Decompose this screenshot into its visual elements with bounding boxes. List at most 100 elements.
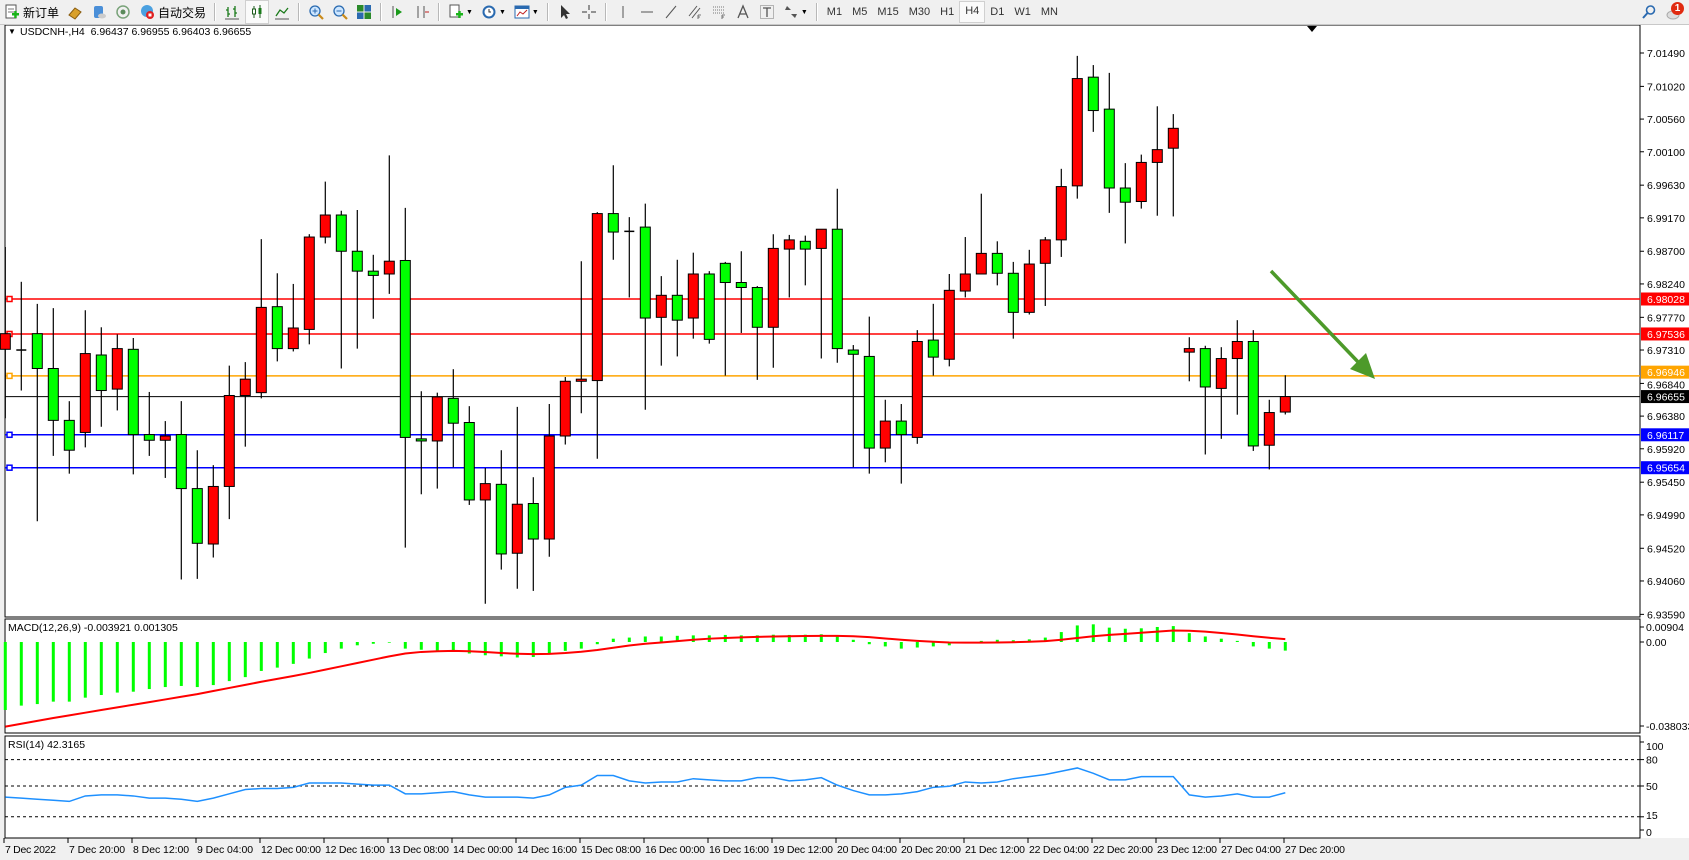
price-axis-label: 6.95450: [1647, 477, 1685, 489]
line-chart-button[interactable]: [271, 1, 293, 23]
level-price-label: 6.96117: [1647, 430, 1684, 442]
down-arrow-annotation: [1269, 269, 1362, 366]
candle-body: [287, 327, 299, 350]
bar-chart-button[interactable]: [221, 1, 243, 23]
candle-body: [223, 394, 235, 487]
horizontal-line-tool[interactable]: [636, 1, 658, 23]
level-price-tag: [1641, 327, 1689, 341]
zoom-out-icon: [333, 5, 348, 20]
level-anchor-handle: [6, 431, 13, 439]
time-axis-label: 13 Dec 08:00: [389, 844, 449, 856]
timeframe-h4[interactable]: H4: [959, 1, 986, 23]
candle-body: [207, 485, 219, 545]
time-axis-label: 8 Dec 12:00: [133, 844, 189, 856]
price-axis-label: 6.94990: [1647, 510, 1685, 522]
templates-button[interactable]: ▼: [511, 1, 542, 23]
price-axis-label: 6.97770: [1647, 312, 1685, 324]
auto-scroll-button[interactable]: [387, 1, 409, 23]
candle-body: [847, 349, 859, 355]
macd-axis-label: 0.00: [1646, 637, 1667, 649]
candle-body: [559, 380, 571, 437]
horizontal-line-icon: [640, 11, 653, 13]
timeframe-w1[interactable]: W1: [1014, 6, 1031, 18]
text-tool[interactable]: [732, 1, 754, 23]
level-price-label: 6.95654: [1647, 463, 1685, 475]
indicators-button[interactable]: ▼: [445, 1, 476, 23]
clock-icon: [482, 5, 496, 19]
new-order-button[interactable]: 新订单: [1, 1, 62, 23]
candle-body: [79, 353, 91, 433]
chart-window[interactable]: 7.01490 7.01020 7.00560 7.00100 6.99630 6.991…: [0, 25, 1689, 860]
timeframe-m30[interactable]: M30: [908, 6, 931, 18]
candle-body: [1199, 348, 1211, 388]
time-axis-label: 16 Dec 00:00: [645, 844, 705, 856]
candle-body: [607, 213, 619, 233]
candlestick-chart-button[interactable]: [245, 0, 270, 24]
vertical-line-tool[interactable]: [612, 1, 634, 23]
rsi-pane-frame: [4, 735, 1641, 839]
candle-body: [975, 252, 987, 275]
price-axis-label: 6.98700: [1647, 246, 1685, 258]
timeframe-m15[interactable]: M15: [877, 6, 899, 18]
gold-bars-icon: [68, 7, 82, 20]
price-axis-label: 6.96840: [1647, 380, 1685, 392]
timeframe-d1[interactable]: D1: [990, 6, 1005, 18]
timeframe-m1[interactable]: M1: [826, 6, 843, 18]
zoom-out-button[interactable]: [329, 1, 351, 23]
timeframe-m5[interactable]: M5: [852, 6, 868, 18]
arrows-tool[interactable]: ▼: [780, 1, 811, 23]
chart-shift-button[interactable]: [411, 1, 433, 23]
periods-button[interactable]: ▼: [478, 1, 509, 23]
symbol-ohlc-readout: USDCNH-,H4 6.96437 6.96955 6.96403 6.966…: [20, 26, 252, 38]
signals-button[interactable]: [112, 1, 134, 23]
crosshair-tool[interactable]: [578, 1, 600, 23]
candle-body: [735, 282, 747, 288]
price-axis-label: 6.99170: [1647, 213, 1685, 225]
rsi-line: [5, 767, 1286, 803]
time-axis-label: 23 Dec 12:00: [1157, 844, 1217, 856]
tile-windows-button[interactable]: [353, 1, 375, 23]
time-axis-label: 27 Dec 20:00: [1285, 844, 1345, 856]
candle-body: [863, 355, 875, 449]
candle-body: [495, 483, 507, 555]
price-axis-label: 6.94060: [1647, 576, 1685, 588]
candle-body: [255, 306, 267, 394]
candle-body: [1263, 412, 1275, 446]
candle-body: [943, 289, 955, 360]
candle-body: [351, 250, 363, 272]
crosshair-icon: [581, 5, 596, 19]
cursor-tool[interactable]: [554, 1, 576, 23]
candle-body: [175, 434, 187, 490]
notifications-button[interactable]: 1: [1662, 1, 1688, 23]
timeframe-h1[interactable]: H1: [940, 6, 955, 18]
candle-body: [143, 434, 155, 441]
price-axis-label: 7.00100: [1647, 147, 1685, 159]
time-axis-label: 12 Dec 16:00: [325, 844, 385, 856]
auto-trading-button[interactable]: 自动交易: [136, 1, 209, 23]
candle-body: [1231, 340, 1243, 360]
candle-body: [319, 214, 331, 238]
chart-menu-triangle-icon[interactable]: ▼: [8, 27, 16, 36]
toolbar-separator: [214, 3, 217, 21]
market-watch-button[interactable]: [64, 1, 86, 23]
trendline-tool[interactable]: [660, 1, 682, 23]
timeframe-mn[interactable]: MN: [1040, 6, 1058, 18]
new-order-icon: [5, 4, 19, 19]
navigator-button[interactable]: [88, 1, 110, 23]
candle-body: [239, 378, 251, 396]
rsi-title: RSI(14) 42.3165: [8, 739, 86, 751]
equidistant-channel-tool[interactable]: [684, 1, 706, 23]
fibonacci-icon: [712, 6, 725, 19]
candle-body: [639, 226, 651, 319]
candle-body: [991, 252, 1003, 274]
text-label-tool[interactable]: [756, 1, 778, 23]
candle-body: [511, 503, 523, 554]
zoom-in-button[interactable]: [305, 1, 327, 23]
candle-body: [799, 240, 811, 250]
candle-body: [127, 348, 139, 436]
price-axis-label: 6.96380: [1647, 411, 1685, 423]
fibonacci-tool[interactable]: [708, 1, 730, 23]
database-icon: [94, 6, 107, 19]
candle-body: [399, 259, 411, 438]
search-button[interactable]: [1638, 1, 1660, 23]
